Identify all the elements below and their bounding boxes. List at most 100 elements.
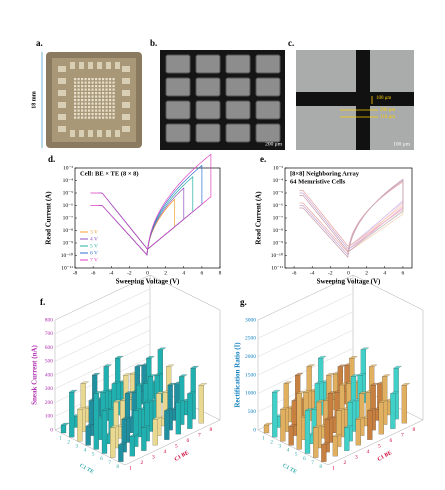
pad xyxy=(122,114,130,120)
bar-top xyxy=(327,391,337,394)
pad xyxy=(88,130,93,137)
y-tick-label: 7 xyxy=(401,432,404,438)
cell xyxy=(88,109,91,112)
pad xyxy=(225,54,251,74)
cell xyxy=(95,92,98,95)
pad xyxy=(58,114,66,120)
pad xyxy=(97,62,102,69)
y-tick-label: 10⁻⁴ xyxy=(273,178,283,184)
cell xyxy=(91,88,94,91)
cell xyxy=(91,85,94,88)
bar-top xyxy=(146,356,155,359)
y-axis-label: Read Current (A) xyxy=(45,191,53,245)
grid-line xyxy=(257,293,354,339)
grid-line xyxy=(257,274,354,321)
x-tick-label: 5 xyxy=(295,452,298,458)
x-axis-label: C1 TE xyxy=(281,463,298,476)
panel-title: [8×8] Neighboring Array xyxy=(290,170,360,177)
cell xyxy=(105,81,108,84)
x-tick-label: 3 xyxy=(278,443,281,449)
z-tick-label: 2000 xyxy=(245,354,256,360)
cell xyxy=(74,116,77,119)
z-tick-label: 800 xyxy=(45,317,54,323)
cell xyxy=(98,95,101,98)
bar-top xyxy=(294,373,304,376)
pad xyxy=(195,100,221,120)
cell xyxy=(81,92,84,95)
x-tick-label: -4 xyxy=(310,270,315,276)
x-tick-label: 6 xyxy=(303,456,306,462)
legend-label: 4 V xyxy=(90,236,98,242)
x-tick-label: -2 xyxy=(328,270,333,276)
bar-top xyxy=(350,374,360,377)
grid-line xyxy=(54,288,151,334)
z-tick-label: 3000 xyxy=(245,317,256,323)
bar xyxy=(129,436,135,457)
bar-top xyxy=(113,399,122,403)
x-tick-label: 4 xyxy=(84,448,87,454)
electrode xyxy=(296,92,414,106)
y-tick-label: 10⁻¹¹ xyxy=(271,265,283,271)
pad xyxy=(255,54,281,74)
legend-label: 5 V xyxy=(90,243,98,249)
bar xyxy=(77,409,83,442)
bar-top xyxy=(357,373,366,376)
x-tick-label: 8 xyxy=(219,270,222,276)
cell xyxy=(109,106,112,109)
cell xyxy=(77,113,80,116)
y-tick-label: 10⁻¹⁰ xyxy=(271,252,284,259)
grid-line xyxy=(54,274,151,321)
panel-subtitle: 64 Memristive Cells xyxy=(290,178,346,185)
z-tick-label: 1000 xyxy=(245,391,256,397)
annotation: 110 μm xyxy=(380,115,395,120)
pad xyxy=(122,90,130,96)
bar xyxy=(118,444,124,462)
cell xyxy=(109,88,112,91)
legend-label: 3 V xyxy=(90,229,98,235)
y-tick-label: 3 xyxy=(355,454,358,460)
cell xyxy=(109,113,112,116)
cell xyxy=(109,78,112,81)
y-tick-label: 10⁻⁴ xyxy=(63,178,73,184)
cell xyxy=(77,78,80,81)
bar xyxy=(332,436,338,457)
x-tick-label: 2 xyxy=(270,439,273,445)
pad xyxy=(58,126,66,132)
bar-top xyxy=(129,434,139,437)
bar xyxy=(288,426,294,446)
cell xyxy=(109,109,112,112)
z-axis-label: Rectification Ratio (I) xyxy=(234,342,242,408)
cell xyxy=(95,109,98,112)
x-tick-label: 6 xyxy=(402,270,405,276)
x-tick-label: 8 xyxy=(319,464,322,470)
bar-top xyxy=(103,364,113,367)
cell xyxy=(95,102,98,105)
cell xyxy=(84,106,87,109)
y-tick-label: 10⁻⁶ xyxy=(63,203,73,209)
cell xyxy=(88,85,91,88)
cell xyxy=(105,102,108,105)
bar-top xyxy=(312,425,322,428)
annotation: 200 μm xyxy=(380,108,395,113)
cell xyxy=(81,85,84,88)
bar xyxy=(304,410,311,454)
cell xyxy=(98,109,101,112)
cell xyxy=(95,85,98,88)
cell xyxy=(105,113,108,116)
cell xyxy=(74,85,77,88)
x-tick-label: 4 xyxy=(383,270,386,276)
cell xyxy=(84,99,87,102)
bar-top xyxy=(144,400,154,403)
z-tick-label: 0 xyxy=(50,427,53,433)
bar xyxy=(164,410,170,440)
bar-top xyxy=(157,347,167,350)
cell xyxy=(112,88,115,91)
bar-top xyxy=(283,381,293,384)
pad xyxy=(165,100,191,120)
y-tick-label: 2 xyxy=(141,460,144,466)
cell xyxy=(77,102,80,105)
pad xyxy=(122,102,130,108)
y-axis-label: C1 BE xyxy=(377,450,394,463)
cell xyxy=(98,106,101,109)
